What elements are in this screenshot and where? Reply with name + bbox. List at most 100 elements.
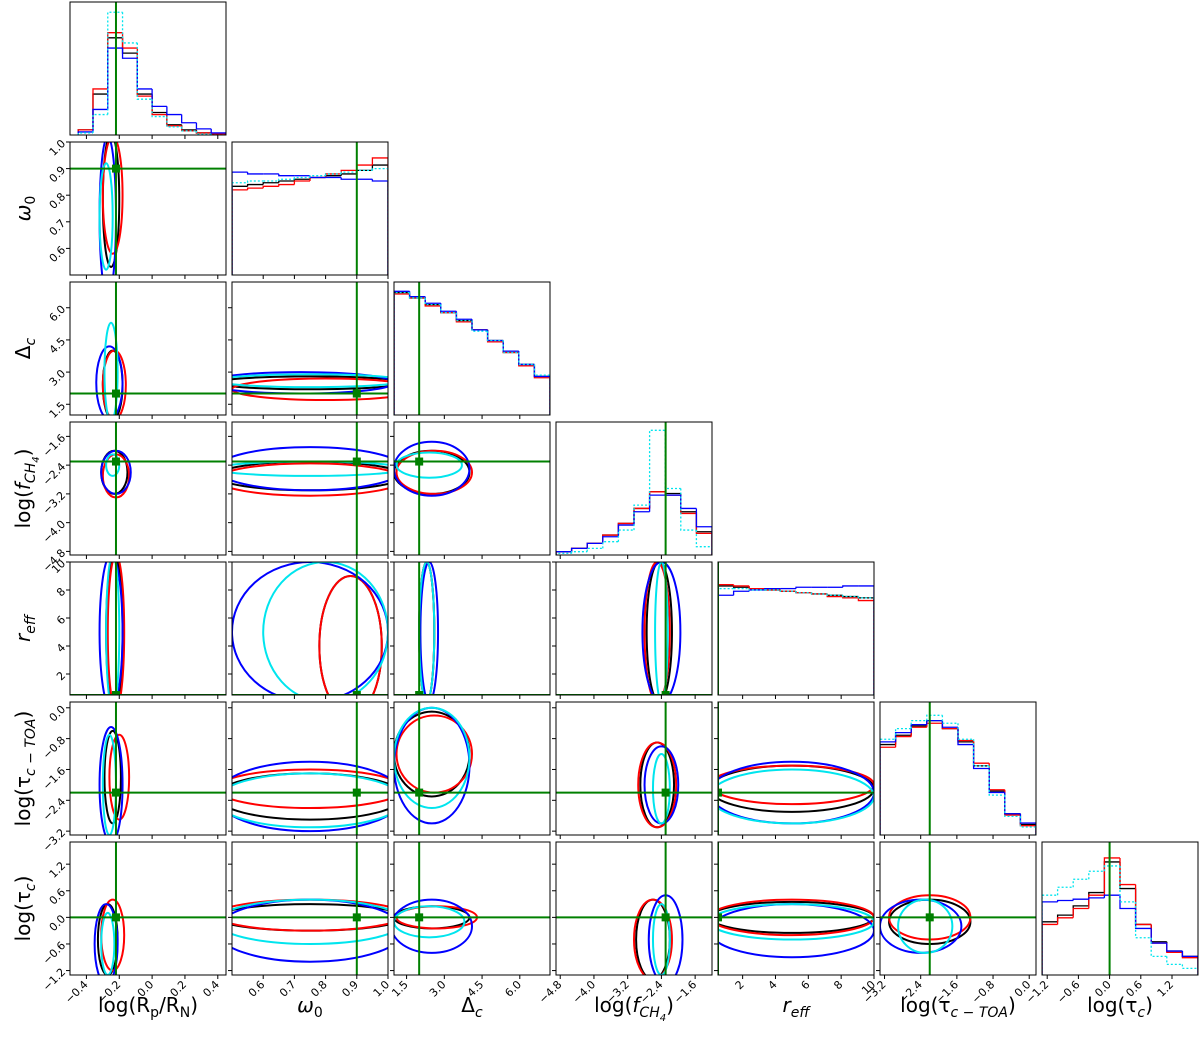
truth-marker bbox=[415, 691, 424, 695]
contour bbox=[645, 562, 673, 695]
histogram-step bbox=[926, 714, 943, 721]
axis-label-part: c − TOA bbox=[951, 1005, 1008, 1021]
histogram-step bbox=[151, 99, 167, 118]
histogram-step bbox=[680, 488, 697, 531]
panel-frame bbox=[69, 561, 227, 696]
contour bbox=[394, 898, 473, 954]
contour bbox=[232, 898, 388, 945]
panel bbox=[232, 562, 388, 695]
panel-frame bbox=[879, 841, 1037, 976]
axis-label-part: ) bbox=[1008, 993, 1016, 1017]
contour bbox=[232, 446, 388, 492]
axis-label-part: c bbox=[23, 338, 39, 346]
panel bbox=[70, 562, 226, 695]
panel-frame bbox=[555, 841, 713, 976]
axis-label-part: f bbox=[632, 993, 642, 1017]
axis-label-part: /R bbox=[159, 993, 180, 1017]
histogram-step bbox=[166, 106, 182, 116]
histogram-step bbox=[195, 122, 212, 130]
axis-label: ω0 bbox=[11, 196, 39, 222]
axis-label: log(τc) bbox=[11, 876, 39, 942]
panel bbox=[394, 282, 550, 415]
axis-label-part: ) bbox=[190, 993, 198, 1017]
panel-frame bbox=[393, 421, 551, 556]
histogram-step bbox=[680, 495, 697, 510]
histogram-step bbox=[1056, 899, 1074, 902]
axis-label-part: CH bbox=[23, 462, 39, 483]
panel-frame bbox=[69, 281, 227, 416]
panel bbox=[880, 842, 1036, 975]
histogram-step bbox=[894, 727, 912, 740]
histogram-step bbox=[732, 590, 750, 596]
axis-label-part: ) bbox=[1145, 993, 1153, 1017]
axis-label-part: log( bbox=[594, 993, 632, 1017]
contour bbox=[394, 440, 471, 497]
histogram-step bbox=[371, 179, 388, 275]
histogram-step bbox=[278, 183, 295, 187]
axis-label: Δc bbox=[461, 993, 483, 1021]
truth-marker bbox=[925, 913, 934, 922]
panel bbox=[394, 422, 550, 555]
truth-marker bbox=[111, 457, 120, 466]
histogram-step bbox=[1042, 901, 1058, 975]
panel-frame bbox=[231, 281, 389, 416]
contour bbox=[93, 903, 119, 975]
axis-label-part: c bbox=[475, 1005, 483, 1021]
histogram-step bbox=[570, 551, 588, 554]
contour bbox=[98, 562, 124, 695]
histogram-step bbox=[1166, 943, 1183, 952]
contour bbox=[318, 575, 383, 695]
axis-label-part: log(τ bbox=[11, 776, 35, 826]
axis-label: log(τc) bbox=[1087, 993, 1153, 1021]
truth-marker bbox=[111, 691, 120, 695]
histogram-step bbox=[941, 720, 958, 728]
panel-frame bbox=[231, 141, 389, 276]
contour bbox=[232, 772, 388, 829]
panel bbox=[718, 562, 874, 695]
truth-marker bbox=[111, 389, 120, 398]
histogram-step bbox=[1088, 894, 1105, 909]
histogram-step bbox=[779, 589, 796, 592]
panel bbox=[70, 142, 226, 275]
axis-label-part: ) bbox=[666, 993, 674, 1017]
histogram-step bbox=[246, 180, 264, 183]
histogram-step bbox=[166, 116, 182, 128]
contour bbox=[106, 562, 126, 695]
histogram-step bbox=[602, 541, 619, 549]
histogram-step bbox=[748, 588, 765, 591]
contour bbox=[98, 162, 114, 271]
contour bbox=[633, 898, 673, 975]
panel-frame bbox=[555, 421, 713, 556]
axis-label-part: c − TOA bbox=[23, 718, 39, 775]
panel bbox=[232, 702, 388, 835]
panel bbox=[232, 422, 388, 555]
histogram-step bbox=[570, 547, 588, 552]
histogram-step bbox=[262, 185, 279, 189]
truth-marker bbox=[352, 788, 361, 797]
histogram-step bbox=[810, 592, 828, 595]
panel-frame bbox=[717, 841, 875, 976]
axis-label: log(fCH4) bbox=[594, 993, 674, 1024]
contour bbox=[654, 562, 669, 695]
contour bbox=[395, 449, 473, 495]
histogram-step bbox=[278, 173, 295, 177]
histogram-step bbox=[232, 171, 248, 275]
axis-label-part: ω bbox=[297, 993, 314, 1017]
panel-frame bbox=[69, 701, 227, 836]
axis-label-part: ) bbox=[11, 449, 35, 457]
truth-marker bbox=[352, 913, 361, 922]
contour bbox=[394, 706, 471, 809]
contour bbox=[395, 451, 463, 479]
histogram-step bbox=[232, 185, 248, 275]
histogram-step bbox=[371, 167, 388, 275]
histogram-step bbox=[957, 723, 974, 740]
contour bbox=[419, 562, 440, 695]
histogram-step bbox=[340, 171, 357, 174]
axis-label-part: r bbox=[11, 632, 35, 642]
histogram-step bbox=[664, 430, 681, 490]
histogram-step bbox=[1103, 894, 1120, 898]
panel-frame bbox=[393, 281, 551, 416]
panel bbox=[880, 702, 1036, 835]
histogram-step bbox=[107, 11, 123, 115]
contour bbox=[643, 562, 671, 695]
